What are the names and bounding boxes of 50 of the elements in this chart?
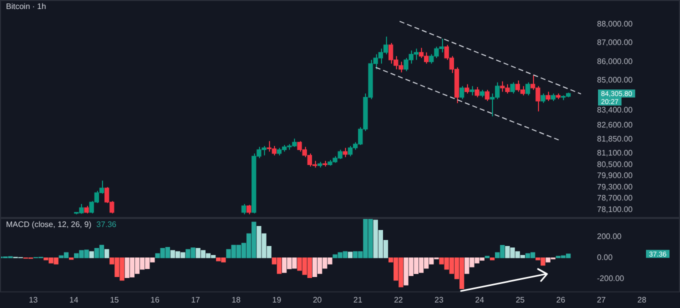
candlestick — [540, 93, 546, 104]
y-tick-label: 87,000.00 — [597, 38, 634, 48]
candlestick — [342, 147, 348, 158]
y-tick-label: 81,850.00 — [597, 134, 634, 144]
candlestick — [484, 89, 490, 102]
y-tick-label: -200.00 — [597, 274, 625, 283]
candlestick — [546, 91, 550, 102]
bar — [89, 251, 94, 258]
x-tick-label: 25 — [516, 295, 526, 304]
candlestick — [470, 86, 474, 96]
candlestick — [525, 82, 530, 96]
chart-title: MACD (close, 12, 26, 9) — [6, 220, 92, 230]
candlestick — [246, 204, 252, 215]
x-tick-label: 17 — [191, 295, 201, 304]
candlestick — [510, 82, 515, 94]
bar — [104, 249, 110, 258]
y-tick-label: 78,700.00 — [597, 194, 634, 203]
x-tick-label: 19 — [272, 295, 282, 304]
candlestick — [459, 86, 464, 100]
x-tick-label: 28 — [637, 295, 647, 304]
y-tick-label: 200.00 — [597, 232, 622, 242]
y-tick-label: 79,900.00 — [597, 171, 634, 180]
y-tick-label: 88,000.00 — [597, 20, 634, 29]
x-tick-label: 27 — [596, 295, 606, 304]
y-tick-label: 86,000.00 — [597, 56, 634, 66]
y-tick-label: 78,100.00 — [597, 204, 634, 214]
x-tick-label: 13 — [28, 295, 38, 304]
x-tick-label: 24 — [475, 295, 485, 304]
x-tick-label: 20 — [312, 295, 322, 304]
x-tick-label: 14 — [69, 295, 79, 304]
candlestick — [474, 86, 480, 98]
bar — [348, 252, 353, 258]
x-tick-label: 21 — [353, 295, 363, 304]
y-tick-label: 82,600.00 — [597, 120, 634, 130]
y-tick-label: 81,100.00 — [597, 148, 634, 158]
y-tick-label: 83,400.00 — [597, 106, 634, 115]
y-tick-label: 0.00 — [597, 253, 614, 262]
candlestick — [241, 203, 246, 215]
x-tick-label: 23 — [434, 295, 444, 304]
x-tick-label: 22 — [394, 295, 404, 304]
candlestick — [464, 84, 470, 94]
annotation: 37.36 — [96, 220, 117, 230]
x-tick-label: 15 — [110, 295, 120, 304]
x-tick-label: 16 — [150, 295, 160, 304]
x-tick-label: 26 — [556, 295, 566, 304]
y-tick-label: 85,000.00 — [597, 76, 634, 85]
y-tick-label: 79,300.00 — [597, 182, 634, 192]
chart-title: Bitcoin · 1h — [6, 2, 46, 12]
y-tick-label: 80,500.00 — [597, 160, 634, 169]
x-tick-label: 18 — [232, 295, 242, 304]
